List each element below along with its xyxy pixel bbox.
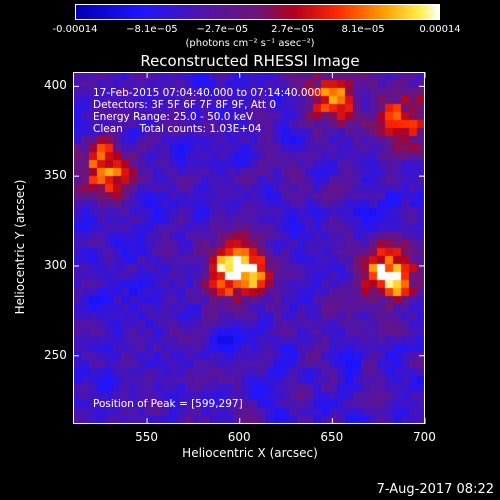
plot-frame	[73, 72, 425, 424]
y-tick-label: 350	[44, 168, 67, 183]
colorbar-tick-label: −8.1e−05	[126, 24, 178, 35]
x-axis-label: Heliocentric X (arcsec)	[182, 446, 318, 460]
info-energy-range: Energy Range: 25.0 - 50.0 keV	[93, 111, 254, 123]
colorbar-units: (photons cm⁻² s⁻¹ asec⁻²)	[185, 38, 315, 49]
colorbar-tick-label: 0.00014	[419, 24, 461, 35]
footer-date: 7-Aug-2017 08:22	[376, 482, 494, 497]
peak-position-label: Position of Peak = [599,297]	[93, 398, 243, 410]
x-tick-label: 600	[227, 430, 251, 444]
heatmap-image	[73, 72, 425, 424]
colorbar-tick-label: 2.7e−05	[271, 24, 315, 35]
colorbar-tick-label: -0.00014	[52, 24, 98, 35]
chart-title: Reconstructed RHESSI Image	[140, 52, 360, 70]
x-tick-label: 650	[320, 430, 344, 444]
info-date-range: 17-Feb-2015 07:04:40.000 to 07:14:40.000	[93, 87, 321, 99]
info-detectors: Detectors: 3F 5F 6F 7F 8F 9F, Att 0	[93, 99, 277, 111]
x-tick-label: 550	[135, 430, 158, 444]
colorbar-tick-label: 8.1e−05	[341, 24, 385, 35]
colorbar-tick-label: −2.7e−05	[196, 24, 249, 35]
info-clean-counts: Clean Total counts: 1.03E+04	[93, 123, 262, 135]
y-tick-label: 400	[44, 78, 67, 93]
x-tick-label: 700	[413, 430, 436, 444]
y-axis-label: Heliocentric Y (arcsec)	[13, 179, 27, 315]
y-tick-label: 250	[44, 347, 67, 362]
colorbar	[75, 4, 440, 20]
y-tick-label: 300	[44, 257, 67, 272]
